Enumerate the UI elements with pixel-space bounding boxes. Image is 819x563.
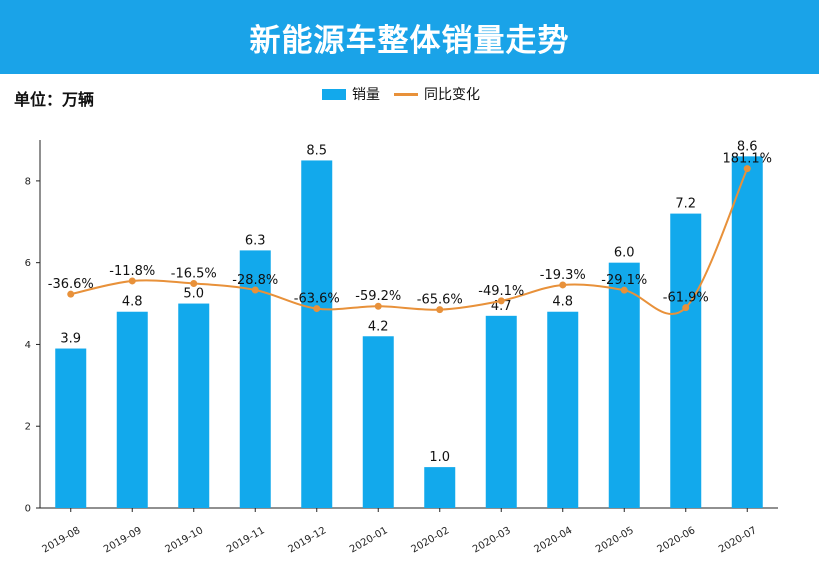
unit-label: 单位：万辆	[14, 90, 95, 109]
yoy-point	[128, 277, 136, 285]
bar	[485, 315, 517, 508]
bar	[301, 160, 333, 508]
yoy-value-label: -59.2%	[355, 289, 401, 304]
yoy-point	[67, 290, 75, 298]
title-banner: 新能源车整体销量走势	[0, 0, 819, 74]
bar-value-label: 4.2	[368, 319, 389, 334]
legend-line-label: 同比变化	[424, 87, 480, 103]
bar	[608, 262, 640, 508]
bar	[547, 311, 579, 508]
bar-value-label: 8.5	[306, 143, 327, 158]
bar-value-label: 7.2	[675, 197, 696, 212]
yoy-point	[682, 304, 690, 312]
legend-bar-label: 销量	[352, 87, 380, 103]
chart-title: 新能源车整体销量走势	[249, 22, 570, 59]
y-tick-label: 4	[25, 340, 31, 351]
y-tick-label: 6	[25, 258, 31, 269]
yoy-value-label: -49.1%	[478, 284, 524, 299]
bar	[55, 348, 87, 508]
yoy-value-label: -16.5%	[171, 266, 217, 281]
x-tick-label: 2020-04	[533, 525, 575, 555]
yoy-line	[70, 168, 749, 316]
x-tick-label: 2019-08	[41, 525, 83, 555]
x-tick-label: 2020-06	[656, 525, 698, 555]
yoy-point	[251, 286, 259, 294]
yoy-point	[190, 279, 198, 287]
yoy-value-label: -19.3%	[540, 268, 586, 283]
yoy-point	[497, 297, 505, 305]
yoy-value-label: -36.6%	[48, 277, 94, 292]
y-tick-label: 0	[25, 504, 31, 515]
yoy-value-label: -61.9%	[663, 291, 709, 306]
bar	[178, 303, 210, 508]
bar	[362, 336, 394, 508]
x-tick-label: 2019-09	[102, 525, 144, 555]
bar	[116, 311, 148, 508]
bar-value-label: 4.8	[552, 295, 573, 310]
legend: 销量 同比变化	[322, 84, 480, 104]
bar	[424, 467, 456, 508]
bar	[731, 156, 763, 508]
yoy-value-label: -11.8%	[109, 264, 155, 279]
x-tick-label: 2020-02	[410, 525, 452, 555]
yoy-point	[559, 281, 567, 289]
x-tick-label: 2019-10	[164, 525, 206, 555]
yoy-value-label: -63.6%	[294, 292, 340, 307]
x-tick-label: 2020-07	[717, 525, 759, 555]
yoy-value-label: -28.8%	[232, 273, 278, 288]
yoy-point	[436, 306, 444, 314]
bar-value-label: 3.9	[60, 332, 81, 347]
yoy-value-label: 181.1%	[722, 152, 772, 167]
bar-value-label: 6.0	[614, 246, 635, 261]
x-tick-label: 2020-03	[471, 525, 513, 555]
bar-value-label: 6.3	[245, 233, 266, 248]
legend-line-swatch	[394, 92, 418, 96]
legend-bar-swatch	[322, 88, 346, 100]
yoy-point	[313, 305, 321, 313]
y-tick-label: 8	[25, 176, 31, 187]
yoy-value-label: -65.6%	[417, 293, 463, 308]
yoy-value-label: -29.1%	[601, 273, 647, 288]
bar-value-label: 4.8	[122, 295, 143, 310]
yoy-point	[374, 302, 382, 310]
bar-value-label: 1.0	[429, 450, 450, 465]
yoy-point	[620, 286, 628, 294]
y-tick-label: 2	[25, 422, 31, 433]
x-tick-label: 2020-01	[348, 525, 390, 555]
x-tick-label: 2019-12	[287, 525, 329, 555]
x-tick-label: 2019-11	[225, 525, 267, 555]
x-tick-label: 2020-05	[594, 525, 636, 555]
yoy-point	[743, 165, 751, 173]
bar-value-label: 5.0	[183, 287, 204, 302]
bar	[670, 213, 702, 508]
bar-value-label: 8.6	[737, 139, 758, 154]
